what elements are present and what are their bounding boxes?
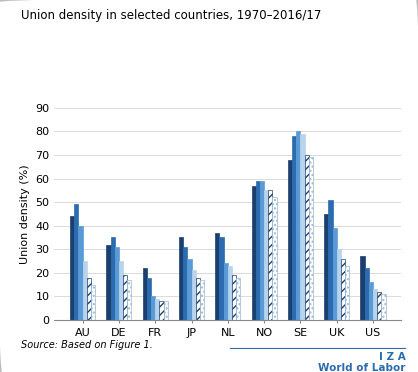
Bar — [119, 261, 123, 320]
Bar — [183, 247, 187, 320]
Bar — [341, 259, 345, 320]
Bar — [228, 266, 232, 320]
Bar — [381, 294, 385, 320]
Text: Union density in selected countries, 1970–2016/17: Union density in selected countries, 197… — [21, 9, 321, 22]
Bar — [264, 190, 268, 320]
Bar — [268, 190, 273, 320]
Bar — [296, 131, 301, 320]
Bar — [74, 205, 79, 320]
Bar — [292, 136, 296, 320]
Bar — [179, 237, 183, 320]
Bar — [219, 237, 224, 320]
Bar — [377, 292, 381, 320]
Bar — [127, 280, 131, 320]
Bar — [70, 216, 74, 320]
Bar — [91, 285, 95, 320]
Bar — [333, 228, 336, 320]
Bar — [147, 278, 151, 320]
Bar — [151, 296, 155, 320]
Bar — [215, 233, 219, 320]
Bar — [252, 186, 256, 320]
Bar — [83, 261, 87, 320]
Bar — [187, 259, 191, 320]
Bar — [369, 282, 373, 320]
Bar — [256, 181, 260, 320]
Bar — [143, 268, 147, 320]
Bar — [360, 256, 364, 320]
Bar — [79, 226, 83, 320]
Text: Source: Based on Figure 1.: Source: Based on Figure 1. — [21, 340, 153, 350]
Bar — [107, 244, 111, 320]
Bar — [155, 299, 159, 320]
Bar — [224, 263, 228, 320]
Bar — [260, 181, 264, 320]
Bar — [115, 247, 119, 320]
Bar — [345, 266, 349, 320]
Bar — [301, 134, 305, 320]
Bar — [273, 198, 277, 320]
Bar — [232, 275, 236, 320]
Bar — [329, 200, 333, 320]
Bar — [196, 278, 200, 320]
Bar — [305, 155, 309, 320]
Bar — [236, 278, 240, 320]
Text: World of Labor: World of Labor — [318, 363, 405, 372]
Bar — [288, 160, 292, 320]
Text: I Z A: I Z A — [379, 352, 405, 362]
Bar — [111, 237, 115, 320]
Bar — [159, 301, 163, 320]
Bar — [87, 278, 91, 320]
Bar — [324, 214, 329, 320]
Bar — [191, 270, 196, 320]
Bar — [373, 289, 377, 320]
Bar — [364, 268, 369, 320]
Bar — [309, 157, 313, 320]
Bar — [336, 249, 341, 320]
Bar — [163, 301, 168, 320]
Bar — [200, 280, 204, 320]
Y-axis label: Union density (%): Union density (%) — [20, 164, 30, 264]
Bar — [123, 275, 127, 320]
